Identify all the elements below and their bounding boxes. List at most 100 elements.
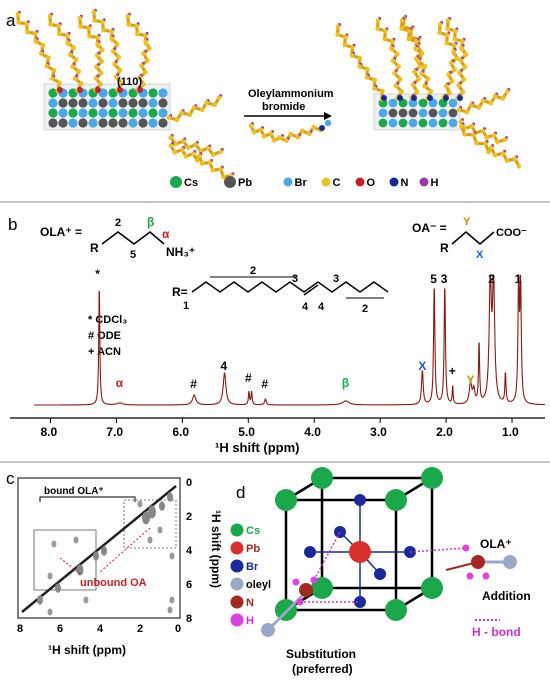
legend-label-n: N [401, 177, 409, 189]
ligand-carbon [464, 109, 470, 115]
peak-label: β [342, 376, 349, 390]
cosy-peak [93, 551, 99, 561]
crystal-atom [158, 98, 168, 108]
crystal-atom [418, 118, 428, 128]
ligand-carbon [461, 77, 467, 82]
ligands-before [15, 8, 235, 180]
ligand-carbon [365, 66, 370, 72]
ligand-carbon [95, 35, 100, 40]
ligand-carbon [76, 69, 81, 74]
cosy-peak [148, 505, 156, 519]
crystal-atom [448, 108, 458, 118]
crystal-atom [448, 118, 458, 128]
panel-a-legend: Cs Pb Br C O N H [170, 176, 439, 189]
ligand-carbon [504, 158, 510, 163]
peak-label: # [261, 377, 268, 391]
cosy-cross-peak [167, 606, 173, 614]
peak-label: 4 [221, 359, 228, 373]
ligand-carbon [25, 29, 30, 35]
ligand-carbon [166, 115, 172, 120]
crystal-atom [438, 118, 448, 128]
bromide-atom [354, 596, 366, 608]
ligand-carbon [110, 48, 116, 54]
crystal-atom [88, 118, 98, 128]
ligand-carbon [335, 24, 341, 29]
nmr-peak-labels: *α #4# # βX5 3+Y2 1 [95, 267, 521, 391]
ola-label-d: OLA⁺ [480, 537, 512, 551]
cosy-cross-peak [73, 536, 79, 544]
ligand-carbon [276, 135, 282, 140]
ligand-carbon [406, 36, 412, 42]
crystal-atom [388, 108, 398, 118]
cosy-peak [55, 583, 61, 593]
ligand-carbon [392, 70, 397, 76]
x-tick-label: 3.0 [370, 425, 387, 439]
crystal-atom [428, 118, 438, 128]
nmr-x-ticks: 8.0 7.0 6.0 5.0 4.0 3.0 2.0 1.0 [40, 418, 519, 439]
legend-d-swatch-oleyl [230, 577, 244, 591]
legend-d-swatch-pb [230, 541, 244, 555]
ligand-carbon [73, 57, 79, 62]
addition-hydrogen [466, 572, 474, 580]
crystal-atom [148, 88, 158, 98]
ligand-carbon [416, 76, 422, 82]
cosy-cross-peaks [37, 492, 175, 616]
ligand-carbon [183, 154, 189, 159]
ligand-carbon [78, 24, 83, 29]
ligand-carbon [357, 64, 362, 69]
crystal-atom [138, 118, 148, 128]
ligand-carbon [218, 166, 223, 172]
ligand-carbon [428, 88, 434, 94]
r-num1: 1 [183, 300, 189, 312]
addition-oleyl [503, 555, 517, 569]
r-num2a: 2 [250, 265, 256, 277]
addition-label: Addition [482, 589, 531, 603]
cosy-cross-peak [157, 526, 163, 534]
ligand-carbon [335, 32, 340, 37]
ligand-carbon [443, 83, 449, 89]
crystal-atom [48, 98, 58, 108]
ola-alpha: α [162, 227, 170, 241]
ligand-carbon [145, 58, 150, 63]
x-tick-label: 1.0 [502, 425, 519, 439]
legend-label-h: H [431, 177, 439, 189]
x-tick-label: 6.0 [172, 425, 189, 439]
crystal-atom [118, 108, 128, 118]
legend-swatch-cs [170, 176, 182, 188]
ligand-carbon [419, 71, 424, 76]
crystal-atom [428, 108, 438, 118]
panel-a: a (110) Oleylammonium bromide Cs Pb Br C O N H [6, 8, 522, 189]
ligand-carbon [44, 63, 50, 69]
cross-peak-box-right [123, 499, 177, 549]
crystal-atom [48, 108, 58, 118]
ligand-carbon [422, 83, 427, 89]
ligand-carbon [143, 41, 149, 46]
ligand-carbon [447, 90, 452, 96]
arrow-text-line1: Oleylammonium [248, 88, 334, 100]
ligand-carbon [71, 45, 76, 50]
ligand-carbon [98, 70, 104, 76]
crystal-atom [448, 98, 458, 108]
legend-swatch-h [419, 177, 429, 187]
unbound-pointer-2 [99, 527, 151, 573]
ligand-carbon [502, 137, 508, 142]
ligand-nitrogen [411, 95, 417, 101]
crystal-atom [78, 118, 88, 128]
ligand-carbon [15, 12, 21, 17]
crystal-atom [88, 98, 98, 108]
ligand-carbon [143, 33, 148, 38]
ligand-carbon [98, 82, 104, 87]
ligand-carbon [198, 148, 203, 154]
ola-structure-label: OLA⁺ = [40, 225, 82, 239]
ligand-carbon [446, 72, 451, 77]
cosy-peak [101, 546, 107, 556]
ligand-carbon [47, 14, 53, 19]
crystal-atom [158, 108, 168, 118]
ligand-carbon [117, 67, 123, 73]
ligand-carbon [180, 138, 186, 144]
ligand-carbon [204, 100, 209, 105]
ligand-carbon [38, 51, 44, 56]
cesium-atom [275, 489, 297, 511]
addition-hbond [409, 547, 467, 553]
arrow-text-line2: bromide [262, 101, 305, 113]
